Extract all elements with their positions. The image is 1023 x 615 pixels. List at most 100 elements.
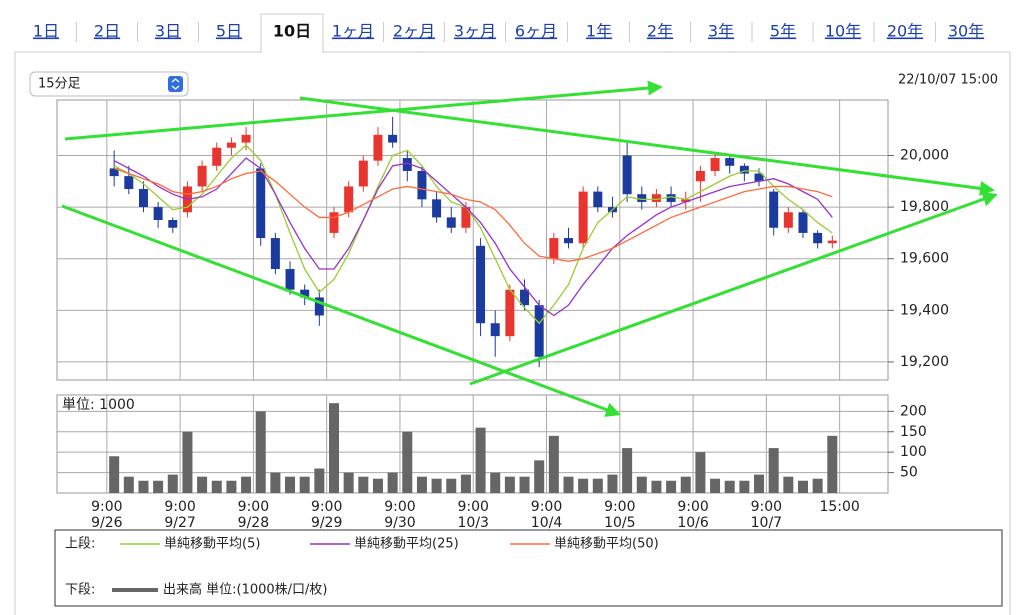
- volume-bar: [153, 480, 164, 493]
- x-tick-label: 9:00: [458, 499, 489, 515]
- trendline: [469, 192, 998, 386]
- legend-text: 出来高 単位:(1000株/口/枚): [163, 582, 328, 598]
- y-tick-label: 150: [900, 424, 927, 440]
- candle-body: [417, 170, 427, 200]
- volume-bar: [504, 476, 515, 493]
- volume-bar: [695, 452, 706, 493]
- candle-body: [490, 323, 500, 337]
- volume-bar: [182, 431, 193, 493]
- candle-body: [226, 142, 236, 148]
- x-tick-date: 10/7: [751, 515, 782, 531]
- candle-body: [461, 207, 471, 228]
- candle-body: [476, 245, 486, 324]
- candle-body: [637, 194, 647, 202]
- volume-bar: [387, 472, 398, 493]
- volume-bar: [402, 431, 413, 493]
- trendline: [61, 204, 621, 417]
- volume-bar: [534, 460, 545, 493]
- x-tick-date: 10/4: [531, 515, 563, 531]
- timestamp: 22/10/07 15:00: [898, 73, 998, 88]
- tab[interactable]: 1年: [586, 22, 612, 41]
- select-arrow: [168, 76, 183, 92]
- x-tick-date: 9/26: [91, 515, 123, 531]
- tab[interactable]: 2ヶ月: [393, 22, 435, 41]
- candle-body: [783, 212, 793, 228]
- candle-body: [754, 173, 764, 182]
- chart: 9:009/269:009/279:009/289:009/299:009/30…: [57, 100, 949, 531]
- tab[interactable]: 2年: [647, 22, 673, 41]
- volume-bar: [241, 476, 252, 493]
- x-tick-label: 9:00: [311, 499, 342, 515]
- volume-bar: [519, 476, 530, 493]
- legend-text: 単純移動平均(5): [164, 536, 260, 552]
- ma-line: [113, 157, 833, 317]
- tab[interactable]: 30年: [948, 22, 984, 41]
- trendlines: [61, 80, 998, 417]
- volume-bar: [622, 448, 633, 493]
- volume-bar: [416, 476, 427, 493]
- tab[interactable]: 5年: [770, 22, 796, 41]
- volume-bar: [109, 456, 120, 493]
- ma-line: [113, 144, 833, 325]
- candle-body: [197, 165, 207, 187]
- candle-body: [109, 168, 119, 177]
- tab[interactable]: 10日: [273, 22, 311, 41]
- candle-body: [256, 168, 266, 239]
- tab[interactable]: 5日: [216, 22, 242, 41]
- candle-body: [739, 165, 749, 174]
- volume-bar: [138, 480, 149, 493]
- volume-bar: [299, 476, 310, 493]
- trendline: [299, 96, 995, 196]
- tab[interactable]: 1ヶ月: [332, 22, 374, 41]
- volume-bar: [797, 480, 808, 493]
- x-tick-label: 9:00: [751, 499, 782, 515]
- legend-text: 単純移動平均(50): [554, 536, 659, 552]
- candle-body: [651, 194, 661, 202]
- candle-body: [505, 289, 515, 337]
- tab[interactable]: 20年: [887, 22, 923, 41]
- candle-body: [769, 191, 779, 228]
- candle-body: [681, 199, 691, 202]
- volume-bar: [460, 474, 471, 493]
- volume-bar: [666, 480, 677, 493]
- volume-bar: [783, 476, 794, 493]
- selected-tab: [260, 13, 324, 53]
- candle-body: [578, 191, 588, 244]
- tab[interactable]: 1日: [33, 22, 59, 41]
- tab[interactable]: 3ヶ月: [454, 22, 496, 41]
- volume-bar: [636, 476, 647, 493]
- volume-bar: [255, 411, 266, 493]
- y-tick-label: 50: [900, 465, 918, 481]
- tab[interactable]: 6ヶ月: [515, 22, 557, 41]
- candle-body: [270, 238, 280, 270]
- volume-bar: [710, 478, 721, 493]
- y-tick-label: 20,000: [900, 147, 949, 163]
- tab[interactable]: 3日: [155, 22, 181, 41]
- volume-bar: [768, 448, 779, 493]
- legend-items: 上段: 単純移動平均(5) 単純移動平均(25) 単純移動平均(50) 下段: 出来高 単…: [65, 536, 659, 598]
- candle-body: [285, 269, 295, 290]
- volume-bar: [812, 478, 823, 493]
- legend-text: 単純移動平均(25): [354, 536, 459, 552]
- candle-body: [300, 289, 310, 298]
- volume-bar: [578, 478, 589, 493]
- volume-bar: [680, 476, 691, 493]
- volume-bar: [123, 476, 134, 493]
- volume-bar: [431, 478, 442, 493]
- tab[interactable]: 10年: [825, 22, 861, 41]
- tab[interactable]: 2日: [94, 22, 120, 41]
- tab[interactable]: 3年: [708, 22, 734, 41]
- interval-select[interactable]: [29, 71, 189, 97]
- candle-body: [241, 134, 251, 143]
- trendline: [64, 80, 663, 141]
- volume-bar: [592, 478, 603, 493]
- candle-body: [563, 238, 573, 244]
- volume-bar: [446, 478, 457, 493]
- volume-bar: [167, 474, 178, 493]
- tab-bar: 1日 2日 3日 5日 10日 1ヶ月 2ヶ月 3ヶ月 6ヶ月 1年 2年 3年 5年 10年 20年 30年: [33, 13, 984, 53]
- candle-body: [344, 186, 354, 213]
- x-tick-label: 9:00: [531, 499, 562, 515]
- x-tick-date: 10/6: [677, 515, 709, 531]
- y-tick-label: 200: [900, 403, 927, 419]
